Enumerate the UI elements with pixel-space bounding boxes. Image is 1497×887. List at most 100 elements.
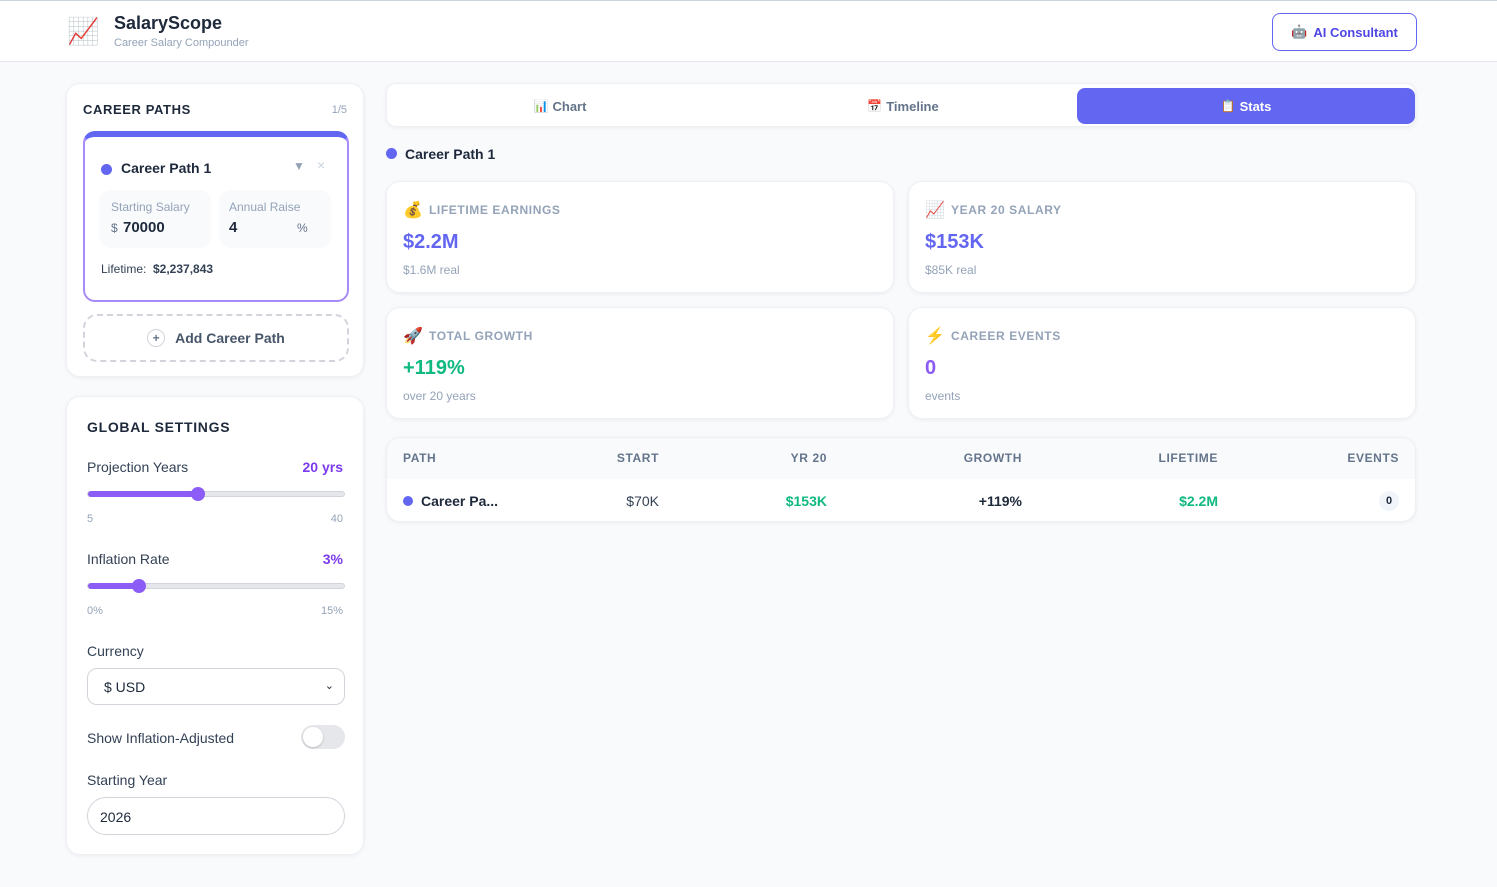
events-badge: 0: [1379, 491, 1399, 511]
currency-symbol: $: [111, 221, 118, 235]
stat-card: 📈 YEAR 20 SALARY $153K $85K real: [908, 181, 1416, 293]
toggle[interactable]: [301, 725, 345, 749]
path-name[interactable]: Career Path 1: [121, 160, 212, 176]
slider-fill: [88, 583, 140, 589]
add-path-button[interactable]: + Add Career Path: [83, 314, 349, 362]
field-label: Starting Salary: [111, 200, 190, 214]
setting-label: Inflation Rate: [87, 551, 170, 567]
tab-label: Chart: [552, 98, 587, 114]
tab[interactable]: 📅 Timeline: [734, 88, 1072, 124]
button-label: Add Career Path: [175, 330, 285, 346]
global-settings-card: GLOBAL SETTINGS Projection Years 20 yrs …: [66, 396, 364, 855]
stat-label: LIFETIME EARNINGS: [429, 203, 561, 217]
slider-max: 40: [330, 513, 343, 525]
setting-label: Show Inflation-Adjusted: [87, 730, 235, 746]
stat-icon: 💰: [403, 202, 423, 219]
stat-value: +119%: [403, 357, 465, 379]
setting-label: Projection Years: [87, 459, 189, 475]
tab[interactable]: 📋 Stats: [1077, 88, 1415, 124]
column-header: YR 20: [790, 451, 827, 465]
year-input[interactable]: 2026: [87, 797, 345, 835]
slider-max: 15%: [320, 605, 343, 617]
table-cell: $153K: [785, 493, 827, 509]
tab-icon: 📊: [533, 99, 549, 113]
column-header: START: [616, 451, 659, 465]
path-color-dot: [386, 148, 397, 159]
stat-card: ⚡ CAREER EVENTS 0 events: [908, 307, 1416, 419]
percent-sign: %: [297, 221, 308, 235]
selected-path: Career Path 1: [405, 146, 496, 162]
stat-sub: events: [925, 389, 961, 403]
stat-sub: $1.6M real: [403, 263, 460, 277]
stat-icon: 📈: [925, 202, 945, 219]
tab-label: Stats: [1239, 98, 1272, 114]
path-count: 1/5: [331, 104, 347, 116]
column-header: EVENTS: [1347, 451, 1399, 465]
path-color-dot: [403, 496, 413, 506]
table-header: [387, 438, 1415, 479]
robot-icon: 🤖: [1291, 24, 1308, 39]
remove-icon[interactable]: ×: [317, 157, 326, 173]
salary-field[interactable]: Starting Salary $ 70000: [99, 190, 211, 248]
app-subtitle: Career Salary Compounder: [114, 37, 249, 49]
slider-thumb[interactable]: [132, 579, 147, 593]
section-title: CAREER PATHS: [83, 102, 191, 117]
column-header: LIFETIME: [1158, 451, 1218, 465]
setting-value: 3%: [322, 551, 343, 567]
setting-label: Starting Year: [87, 772, 168, 788]
table-cell: $70K: [626, 493, 659, 509]
career-paths-card: CAREER PATHS 1/5 Career Path 1 ▼ × Start…: [66, 83, 364, 377]
stat-sub: over 20 years: [403, 389, 476, 403]
stat-value: $153K: [925, 231, 984, 253]
slider-min: 0%: [87, 605, 103, 617]
stat-icon: 🚀: [403, 328, 423, 345]
slider[interactable]: [87, 579, 345, 593]
table-cell: Career Pa...: [421, 493, 499, 509]
view-tabs: 📊 Chart 📅 Timeline 📋 Stats: [386, 83, 1416, 127]
career-path-item[interactable]: Career Path 1 ▼ × Starting Salary $ 7000…: [83, 131, 349, 302]
lifetime-label: Lifetime:: [101, 262, 147, 276]
setting-value: 20 yrs: [302, 459, 343, 475]
slider-fill: [88, 491, 198, 497]
stat-value: 0: [925, 357, 937, 379]
stat-label: CAREER EVENTS: [951, 329, 1061, 343]
section-title: GLOBAL SETTINGS: [87, 419, 231, 435]
table-cell: +119%: [978, 493, 1022, 509]
field-value: 70000: [123, 219, 165, 236]
tab-icon: 📅: [867, 99, 883, 113]
tab[interactable]: 📊 Chart: [391, 88, 729, 124]
column-header: PATH: [403, 451, 437, 465]
raise-field[interactable]: Annual Raise 4 %: [219, 190, 331, 248]
stat-label: TOTAL GROWTH: [429, 329, 533, 343]
plus-icon: +: [147, 329, 166, 347]
collapse-icon[interactable]: ▼: [293, 159, 305, 173]
stat-card: 🚀 TOTAL GROWTH +119% over 20 years: [386, 307, 894, 419]
field-label: Annual Raise: [229, 200, 301, 214]
toggle-knob: [303, 727, 323, 747]
button-label: AI Consultant: [1313, 24, 1398, 40]
app-title: SalaryScope: [114, 13, 223, 33]
ai-consultant-button[interactable]: 🤖 AI Consultant: [1272, 13, 1417, 51]
comparison-table: PATH START YR 20 GROWTH LIFETIME EVENTS Career…: [386, 437, 1416, 522]
stat-label: YEAR 20 SALARY: [951, 203, 1062, 217]
stat-card: 💰 LIFETIME EARNINGS $2.2M $1.6M real: [386, 181, 894, 293]
stat-icon: ⚡: [925, 328, 945, 345]
tab-label: Timeline: [886, 98, 939, 114]
slider-min: 5: [87, 513, 94, 525]
tab-icon: 📋: [1220, 99, 1236, 113]
chevron: ⌄: [324, 680, 334, 692]
stat-value: $2.2M: [403, 231, 459, 253]
table-cell: $2.2M: [1179, 493, 1218, 509]
slider-thumb[interactable]: [190, 487, 205, 501]
slider[interactable]: [87, 487, 345, 501]
currency-select[interactable]: $ USD ⌄: [87, 668, 345, 705]
stat-sub: $85K real: [925, 263, 977, 277]
header: 📈 SalaryScope Career Salary Compounder 🤖…: [0, 0, 1497, 62]
column-header: GROWTH: [963, 451, 1022, 465]
field-value: 4: [229, 219, 238, 236]
logo-icon: 📈: [67, 16, 100, 46]
lifetime-value: $2,237,843: [153, 262, 214, 276]
setting-label: Currency: [87, 643, 144, 659]
select-value: $ USD: [104, 679, 146, 695]
